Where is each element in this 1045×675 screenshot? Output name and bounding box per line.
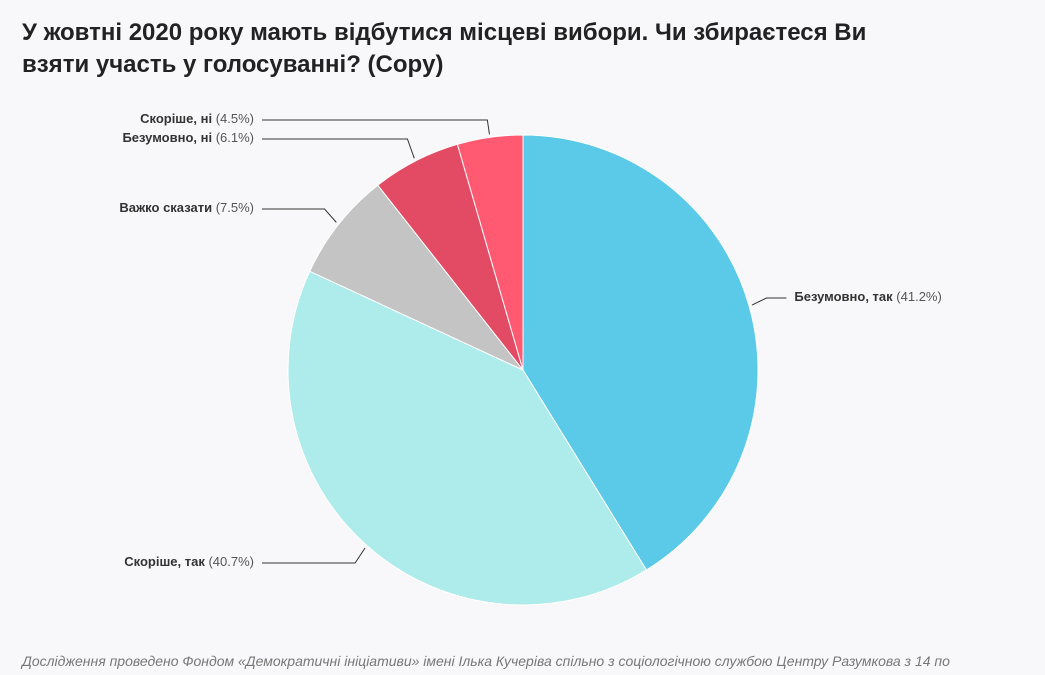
slice-value: (40.7%) (208, 554, 254, 569)
slice-label: Важко сказати (7.5%) (119, 200, 254, 215)
pie-slice (522, 134, 759, 571)
slice-label: Безумовно, так (41.2%) (794, 289, 941, 304)
slice-name: Безумовно, ні (122, 130, 212, 145)
slice-label: Скоріше, ні (4.5%) (140, 111, 254, 126)
slice-name: Скоріше, так (124, 554, 205, 569)
pie-slice (456, 134, 524, 371)
slice-value: (41.2%) (896, 289, 942, 304)
slice-name: Безумовно, так (794, 289, 893, 304)
slice-value: (7.5%) (216, 200, 254, 215)
chart-title: У жовтні 2020 року мають відбутися місце… (22, 19, 866, 78)
leader-line (262, 208, 337, 223)
pie-slice (309, 184, 524, 371)
pie-slice (287, 270, 648, 606)
leader-line (262, 119, 490, 135)
footnote: Дослідження проведено Фондом «Демократич… (20, 653, 950, 669)
slice-label: Скоріше, так (40.7%) (124, 554, 254, 569)
slice-label: Безумовно, ні (6.1%) (122, 130, 254, 145)
leader-line (751, 297, 787, 306)
slice-value: (4.5%) (216, 111, 254, 126)
slice-name: Скоріше, ні (140, 111, 212, 126)
leader-line (262, 138, 415, 159)
leader-line (262, 547, 366, 564)
slice-name: Важко сказати (119, 200, 212, 215)
slice-value: (6.1%) (216, 130, 254, 145)
